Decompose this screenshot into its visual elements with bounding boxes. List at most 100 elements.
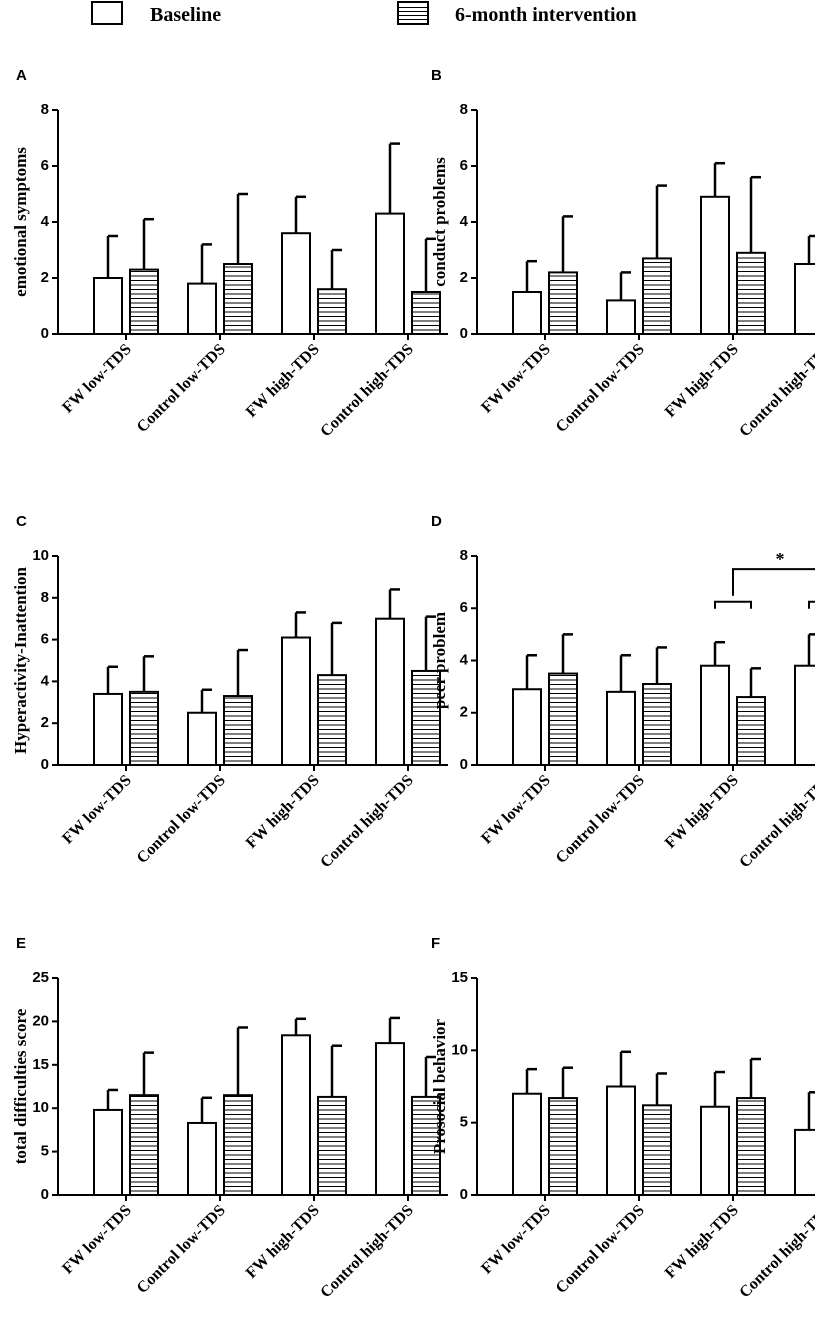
panel-a-y-axis-label: emotional symptoms — [11, 147, 30, 297]
panel-d-control-low-tds-baseline-bar — [606, 654, 636, 766]
panel-a-category-label-fw-low-tds: FW low-TDS — [59, 341, 135, 417]
panel-f-category-label-control-low-tds: Control low-TDS — [553, 1202, 648, 1297]
panel-d-fw-high-tds-baseline-bar — [700, 640, 730, 766]
panel-c: C Hyperactivity-Inattention 0 2 4 6 8 10 FW low-… — [11, 513, 448, 871]
panel-e-control-high-tds-intervention-bar — [411, 1055, 441, 1197]
panel-c-y-axis-label: Hyperactivity-Inattention — [11, 566, 30, 754]
panel-d-significance-star: * — [776, 549, 785, 569]
panel-d-y-tick-label: 4 — [460, 651, 469, 668]
panel-b-y-tick-label: 0 — [460, 325, 468, 342]
panel-c-y-tick-label: 4 — [41, 672, 50, 689]
panel-b-fw-high-tds-intervention-bar — [736, 175, 766, 335]
panel-e-y-tick-label: 0 — [41, 1186, 49, 1203]
panel-b-letter: B — [431, 67, 442, 84]
panel-b-y-tick-label: 6 — [460, 157, 468, 174]
panel-e-fw-high-tds-intervention-bar — [317, 1044, 347, 1197]
panel-c-y-tick-label: 10 — [32, 547, 49, 564]
legend-intervention-label: 6-month intervention — [455, 4, 637, 26]
panel-f-y-tick-label: 15 — [451, 969, 468, 986]
panel-c-fw-low-tds-intervention-bar — [129, 655, 159, 766]
panel-f-fw-low-tds-intervention-bar — [548, 1066, 578, 1197]
panel-f-fw-low-tds-baseline-bar — [512, 1067, 542, 1196]
panel-b-y-tick-label: 4 — [460, 213, 469, 230]
panel-e-fw-low-tds-intervention-bar — [129, 1051, 159, 1197]
panel-e-control-high-tds-baseline-bar — [375, 1016, 405, 1196]
panel-a-control-high-tds-baseline-bar — [375, 142, 405, 336]
panel-c-category-label-control-high-tds: Control high-TDS — [317, 772, 417, 872]
panel-e-letter: E — [16, 935, 26, 952]
panel-b-category-label-control-high-tds: Control high-TDS — [736, 341, 815, 441]
panel-d-fw-high-tds-intervention-bar — [736, 667, 766, 767]
panel-c-y-tick-label: 6 — [41, 631, 49, 648]
panel-f-y-tick-label: 0 — [460, 1186, 468, 1203]
panel-d-control-high-tds-baseline-bar — [794, 633, 815, 766]
panel-e-category-label-fw-high-tds: FW high-TDS — [243, 1202, 323, 1282]
panel-e-y-axis-label: total difficulties score — [11, 1008, 30, 1164]
panel-a-control-high-tds-intervention-bar — [411, 237, 441, 335]
panel-f-category-label-fw-high-tds: FW high-TDS — [662, 1202, 742, 1282]
panel-d-y-axis-label: peer problem — [430, 612, 449, 709]
panel-d-y-tick-label: 6 — [460, 599, 468, 616]
panel-e-fw-low-tds-baseline-bar — [93, 1088, 123, 1197]
panel-d-category-label-fw-high-tds: FW high-TDS — [662, 772, 742, 852]
panel-c-fw-low-tds-baseline-bar — [93, 665, 123, 766]
panel-c-control-high-tds-intervention-bar — [411, 615, 441, 767]
panel-c-y-tick-label: 2 — [41, 714, 49, 731]
legend: Baseline 6-month intervention — [91, 1, 637, 26]
panel-c-fw-high-tds-intervention-bar — [317, 621, 347, 767]
panel-a-y-tick-label: 4 — [41, 213, 50, 230]
panel-f-fw-high-tds-baseline-bar — [700, 1070, 730, 1196]
panel-c-control-low-tds-baseline-bar — [187, 688, 217, 766]
panel-a-y-tick-label: 8 — [41, 101, 49, 118]
panel-f-category-label-control-high-tds: Control high-TDS — [736, 1202, 815, 1302]
panel-e-control-low-tds-baseline-bar — [187, 1096, 217, 1197]
panel-c-y-tick-label: 0 — [41, 756, 49, 773]
panel-f-fw-high-tds-intervention-bar — [736, 1057, 766, 1197]
panel-a-fw-low-tds-baseline-bar — [93, 234, 123, 335]
panel-b-fw-high-tds-baseline-bar — [700, 161, 730, 335]
panel-d-significance-brackets: * — [714, 549, 815, 609]
panel-b-category-label-fw-low-tds: FW low-TDS — [478, 341, 554, 417]
panel-a-category-label-control-high-tds: Control high-TDS — [317, 341, 417, 441]
panel-b-control-high-tds-baseline-bar — [794, 234, 815, 335]
panel-d-y-tick-label: 2 — [460, 704, 468, 721]
panel-f-y-tick-label: 10 — [451, 1041, 468, 1058]
panel-c-letter: C — [16, 513, 27, 530]
panel-b-fw-low-tds-baseline-bar — [512, 259, 542, 335]
panel-c-fw-high-tds-baseline-bar — [281, 611, 311, 767]
panel-e-y-tick-label: 5 — [41, 1143, 49, 1160]
panel-d-y-tick-label: 8 — [460, 547, 468, 564]
panel-e-category-label-control-low-tds: Control low-TDS — [134, 1202, 229, 1297]
panel-a-letter: A — [16, 67, 27, 84]
panel-b-category-label-fw-high-tds: FW high-TDS — [662, 341, 742, 421]
panel-e-y-tick-label: 10 — [32, 1099, 49, 1116]
panel-c-y-tick-label: 8 — [41, 589, 49, 606]
panel-c-category-label-control-low-tds: Control low-TDS — [134, 772, 229, 867]
panel-b-category-label-control-low-tds: Control low-TDS — [553, 341, 648, 436]
panel-c-control-high-tds-baseline-bar — [375, 588, 405, 767]
panel-e-fw-high-tds-baseline-bar — [281, 1017, 311, 1196]
panel-c-control-low-tds-intervention-bar — [223, 648, 253, 767]
panel-d-fw-low-tds-intervention-bar — [548, 633, 578, 766]
legend-baseline-label: Baseline — [150, 4, 221, 26]
panel-a-y-tick-label: 2 — [41, 269, 49, 286]
panel-b-control-low-tds-intervention-bar — [642, 184, 672, 335]
panel-a-y-tick-label: 6 — [41, 157, 49, 174]
panel-a-fw-high-tds-intervention-bar — [317, 248, 347, 336]
panel-f-control-low-tds-baseline-bar — [606, 1050, 636, 1196]
panel-f-control-low-tds-intervention-bar — [642, 1072, 672, 1196]
panel-f-letter: F — [431, 935, 440, 952]
panel-d-y-tick-label: 0 — [460, 756, 468, 773]
panel-e-y-tick-label: 25 — [32, 969, 49, 986]
panel-e-y-tick-label: 15 — [32, 1056, 49, 1073]
panel-c-category-label-fw-low-tds: FW low-TDS — [59, 772, 135, 848]
panel-e-y-tick-label: 20 — [32, 1012, 49, 1029]
panel-b-fw-low-tds-intervention-bar — [548, 215, 578, 335]
panel-d-letter: D — [431, 513, 442, 530]
legend-intervention-swatch — [397, 1, 429, 25]
panel-b-y-axis-label: conduct problems — [430, 157, 449, 287]
